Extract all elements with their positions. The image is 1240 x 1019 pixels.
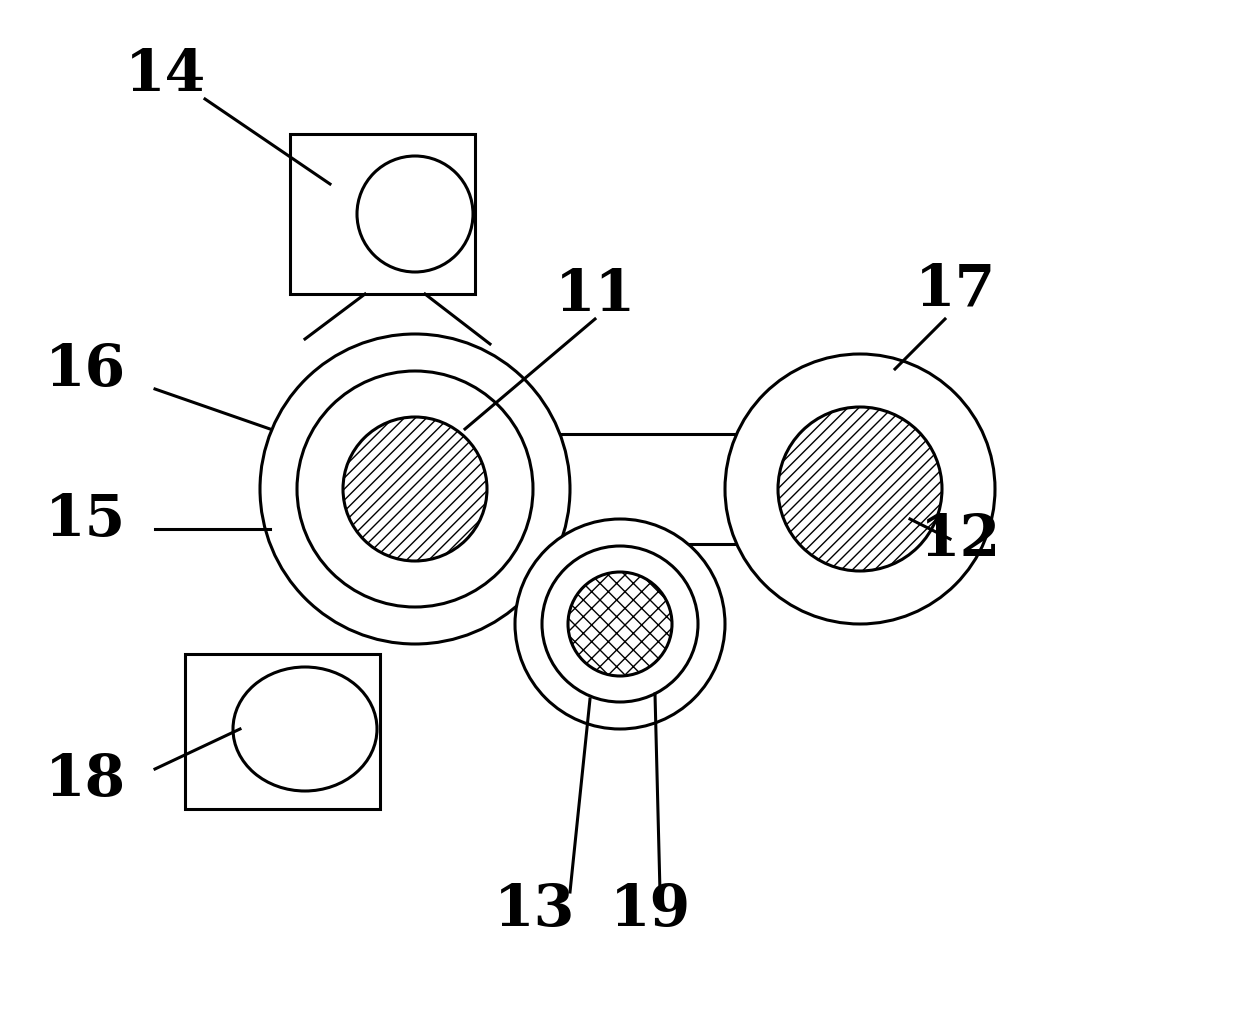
Circle shape [725,355,994,625]
Circle shape [777,408,942,572]
Text: 12: 12 [919,512,1001,568]
Circle shape [343,418,487,561]
Text: 15: 15 [45,491,125,547]
Text: 19: 19 [609,881,691,937]
Circle shape [260,334,570,644]
Text: 14: 14 [124,47,206,103]
Circle shape [542,546,698,702]
Circle shape [515,520,725,730]
Text: 16: 16 [45,341,125,397]
Circle shape [298,372,533,607]
Circle shape [568,573,672,677]
Text: 18: 18 [45,751,125,807]
Ellipse shape [233,667,377,791]
Text: 17: 17 [914,262,996,318]
Bar [290,135,475,294]
Text: 11: 11 [554,267,636,323]
Text: 13: 13 [495,881,575,937]
Bar [185,654,379,809]
Circle shape [357,157,472,273]
Bar [305,434,900,544]
